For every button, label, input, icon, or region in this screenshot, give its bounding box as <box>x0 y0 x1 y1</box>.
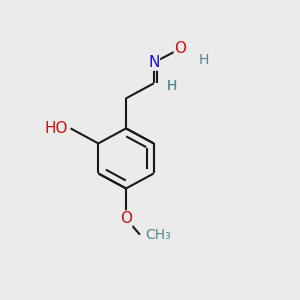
Text: O: O <box>120 211 132 226</box>
Text: H: H <box>167 79 177 93</box>
Text: O: O <box>174 41 186 56</box>
Text: HO: HO <box>45 121 68 136</box>
Text: H: H <box>199 53 209 67</box>
Text: N: N <box>148 55 159 70</box>
Text: H: H <box>167 79 177 93</box>
Text: CH₃: CH₃ <box>146 228 171 242</box>
